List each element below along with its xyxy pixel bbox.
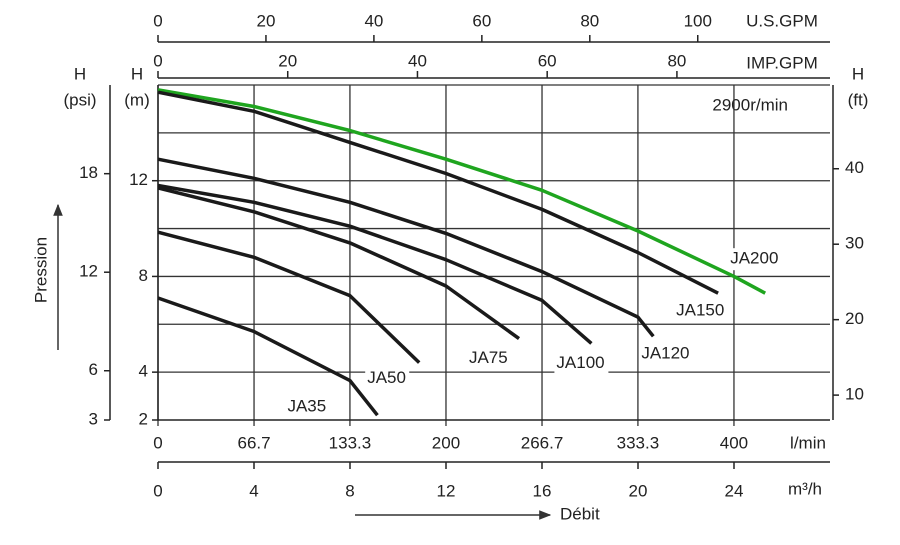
- label-bg: [639, 343, 694, 366]
- x-tick-label: 400: [720, 433, 748, 452]
- m3h-label: m³/h: [788, 479, 822, 498]
- x-axis-title: Débit: [560, 504, 600, 523]
- y-tick-label: 8: [139, 266, 148, 285]
- y-axis-title: Pression: [31, 237, 50, 303]
- series-label: JA150: [676, 301, 724, 320]
- ft-tick-label: 30: [845, 234, 864, 253]
- psi-tick-label: 12: [79, 262, 98, 281]
- psi-tick-label: 6: [89, 360, 98, 379]
- top-tick-label: 20: [256, 11, 275, 30]
- label-bg: [285, 396, 330, 419]
- series-label: JA120: [641, 344, 689, 363]
- pump-curve: [157, 186, 521, 341]
- y-tick-label: 2: [139, 409, 148, 428]
- psi-label: H: [74, 64, 86, 83]
- label-bg: [554, 352, 609, 375]
- ft-tick-label: 20: [845, 309, 864, 328]
- top-tick-label: 20: [278, 51, 297, 70]
- x-tick-label: 333.3: [617, 433, 660, 452]
- label-bg: [674, 300, 729, 323]
- x-tick-label: 66.7: [237, 433, 270, 452]
- y-tick-label: 12: [129, 170, 148, 189]
- annotation: 2900r/min: [712, 95, 788, 114]
- psi-tick-label: 3: [89, 409, 98, 428]
- top-tick-label: 0: [153, 51, 162, 70]
- m3h-tick-label: 24: [725, 481, 744, 500]
- top-tick-label: 100: [684, 11, 712, 30]
- y-label: H: [131, 64, 143, 83]
- y-unit: (m): [124, 90, 149, 109]
- pump-curve: [157, 90, 719, 295]
- series-label: JA50: [367, 368, 406, 387]
- top-tick-label: 80: [580, 11, 599, 30]
- y-tick-label: 4: [139, 362, 148, 381]
- usgpm-label: U.S.GPM: [746, 11, 818, 30]
- series-label: JA35: [287, 397, 326, 416]
- m3h-tick-label: 4: [249, 481, 258, 500]
- m3h-tick-label: 20: [629, 481, 648, 500]
- top-tick-label: 0: [153, 11, 162, 30]
- pump-curve: [157, 183, 593, 345]
- series-label: JA75: [469, 348, 508, 367]
- series-label: JA200: [730, 249, 778, 268]
- x-tick-label: 266.7: [521, 433, 564, 452]
- pump-curve: [157, 296, 379, 417]
- top-tick-label: 60: [538, 51, 557, 70]
- label-bg: [728, 248, 783, 271]
- ft-tick-label: 40: [845, 158, 864, 177]
- psi-tick-label: 18: [79, 163, 98, 182]
- pump-curve: [157, 157, 655, 338]
- m3h-tick-label: 0: [153, 481, 162, 500]
- series-label: JA100: [556, 353, 604, 372]
- ft-label: H: [852, 64, 864, 83]
- top-tick-label: 40: [364, 11, 383, 30]
- pump-curve: [157, 88, 767, 295]
- label-bg: [365, 367, 410, 390]
- m3h-tick-label: 8: [345, 481, 354, 500]
- m3h-tick-label: 16: [533, 481, 552, 500]
- x-tick-label: 0: [153, 433, 162, 452]
- ft-unit: (ft): [848, 90, 869, 109]
- top-tick-label: 80: [667, 51, 686, 70]
- label-bg: [466, 347, 511, 370]
- x-tick-label: 133.3: [329, 433, 372, 452]
- top-tick-label: 40: [408, 51, 427, 70]
- top-tick-label: 60: [472, 11, 491, 30]
- psi-unit: (psi): [63, 90, 96, 109]
- x-tick-label: 200: [432, 433, 460, 452]
- impgpm-label: IMP.GPM: [746, 53, 817, 72]
- ft-tick-label: 10: [845, 385, 864, 404]
- x-unit: l/min: [790, 433, 826, 452]
- m3h-tick-label: 12: [437, 481, 456, 500]
- pump-curve: [157, 230, 421, 364]
